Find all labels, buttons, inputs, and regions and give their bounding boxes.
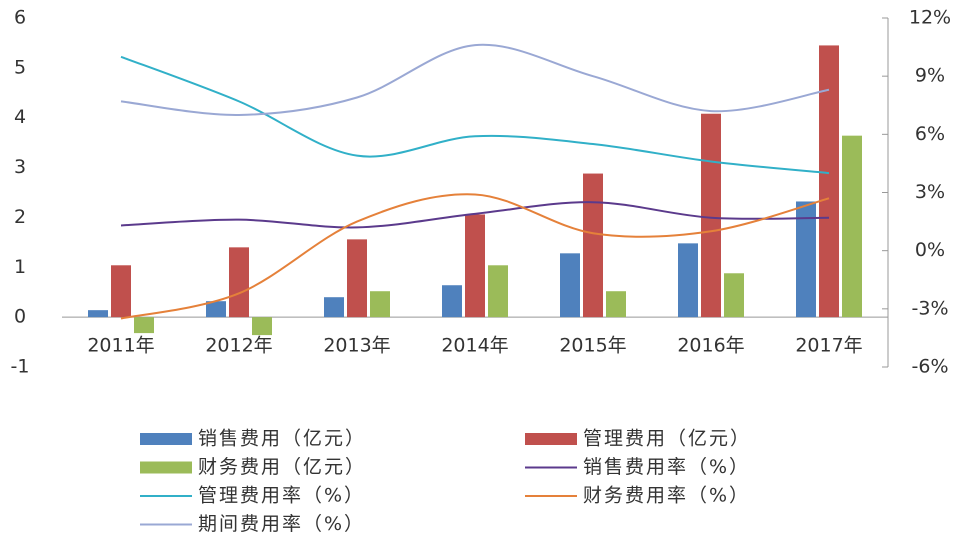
bar [88, 310, 108, 318]
legend-label: 管理费用率（%） [198, 485, 365, 507]
line [120, 201, 830, 229]
line [120, 43, 830, 116]
y-tick-label: 6 [14, 7, 26, 29]
bar [842, 135, 862, 318]
legend-label: 销售费用率（%） [583, 456, 750, 478]
y2-tick-label: 9% [915, 65, 945, 87]
legend-swatch [525, 433, 577, 445]
x-tick-label: 2013年 [323, 335, 390, 357]
bar [796, 201, 816, 318]
y2-tick-label: 6% [915, 123, 945, 145]
bar [347, 239, 367, 318]
y2-tick-label: -3% [912, 297, 949, 319]
y-tick-label: 1 [14, 256, 26, 278]
legend-label: 财务费用率（%） [583, 485, 750, 507]
line [120, 55, 830, 175]
x-tick-label: 2012年 [205, 335, 272, 357]
bar [229, 247, 249, 318]
y2-tick-label: 12% [909, 7, 951, 29]
legend-label: 管理费用（亿元） [583, 428, 751, 450]
x-tick-label: 2014年 [441, 335, 508, 357]
y-tick-label: 4 [14, 106, 26, 128]
bar [819, 45, 839, 318]
bar [560, 253, 580, 318]
bar [252, 317, 272, 336]
bar [678, 243, 698, 318]
y2-tick-label: 3% [915, 181, 945, 203]
bar [465, 214, 485, 318]
y-tick-label: 5 [14, 56, 26, 78]
y-tick-label: -1 [11, 356, 30, 378]
bar [324, 297, 344, 318]
x-tick-label: 2011年 [87, 335, 154, 357]
bar [583, 173, 603, 318]
legend-swatch [140, 461, 192, 474]
bar [111, 265, 131, 318]
bar [488, 265, 508, 318]
legend-label: 财务费用（亿元） [198, 456, 366, 478]
bar [724, 273, 744, 318]
y-tick-label: 2 [14, 206, 26, 228]
y2-tick-label: 0% [915, 239, 945, 261]
y-tick-label: 3 [14, 156, 26, 178]
legend-label: 销售费用（亿元） [198, 428, 366, 450]
legend-swatch [140, 433, 192, 445]
x-tick-label: 2016年 [677, 335, 744, 357]
bar [442, 285, 462, 318]
y2-tick-label: -6% [912, 356, 949, 378]
legend-label: 期间费用率（%） [198, 513, 365, 535]
bar [606, 291, 626, 318]
bar [701, 113, 721, 318]
line [120, 193, 830, 320]
bar [134, 317, 154, 334]
bar [370, 291, 390, 318]
bar [206, 301, 226, 318]
y-tick-label: 0 [14, 306, 26, 328]
x-tick-label: 2015年 [559, 335, 626, 357]
x-tick-label: 2017年 [795, 335, 862, 357]
